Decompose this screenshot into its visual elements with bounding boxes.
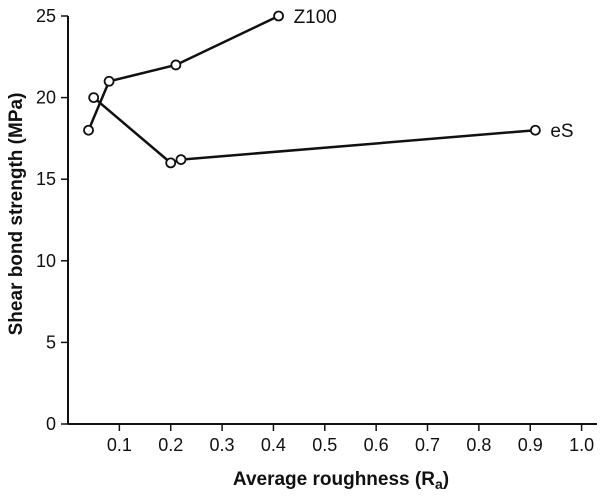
data-point-z100	[103, 75, 115, 87]
x-tick-label: 0.2	[158, 435, 183, 455]
series-line-es	[92, 96, 536, 165]
data-point-es	[165, 157, 177, 169]
x-axis-title-subscript: a	[435, 476, 443, 492]
data-point-z100	[170, 59, 182, 71]
series-markers	[83, 10, 541, 169]
series-line-z100	[87, 14, 280, 131]
series-label-z100: Z100	[294, 7, 337, 28]
x-tick-label: 0.8	[466, 435, 491, 455]
y-tick-label: 0	[46, 414, 56, 434]
data-point-z100	[83, 124, 94, 136]
y-tick-label: 15	[36, 169, 56, 189]
x-tick-label: 0.1	[107, 435, 132, 455]
y-tick-label: 25	[36, 6, 56, 26]
x-tick-label: 0.5	[312, 435, 337, 455]
data-point-z100	[273, 10, 284, 22]
x-tick-label: 1.0	[569, 435, 594, 455]
axes	[67, 16, 597, 425]
data-point-es	[88, 92, 100, 103]
series-lines	[87, 14, 536, 165]
x-axis-title-main: Average roughness (R	[233, 469, 435, 490]
x-axis-title: Average roughness (Ra)	[233, 469, 449, 492]
ticks: 0.1 0.2 0.3 0.4 0.5 0.6 0.7 0.8 0.9 1.0 0 5 10 15 20 25	[36, 6, 594, 455]
series-label-es: eS	[550, 121, 573, 142]
y-tick-label: 20	[36, 88, 56, 108]
x-tick-label: 0.6	[364, 435, 389, 455]
data-point-es	[529, 124, 541, 136]
y-tick-label: 5	[46, 332, 56, 352]
y-axis-title: Shear bond strength (MPa)	[6, 93, 27, 336]
series-labels: Z100 eS	[294, 7, 574, 142]
x-tick-label: 0.7	[415, 435, 440, 455]
x-tick-label: 0.3	[210, 435, 235, 455]
y-tick-label: 10	[36, 251, 56, 271]
data-point-es	[175, 154, 187, 166]
x-axis-title-close: )	[443, 469, 449, 490]
x-tick-label: 0.9	[518, 435, 543, 455]
x-tick-label: 0.4	[261, 435, 286, 455]
